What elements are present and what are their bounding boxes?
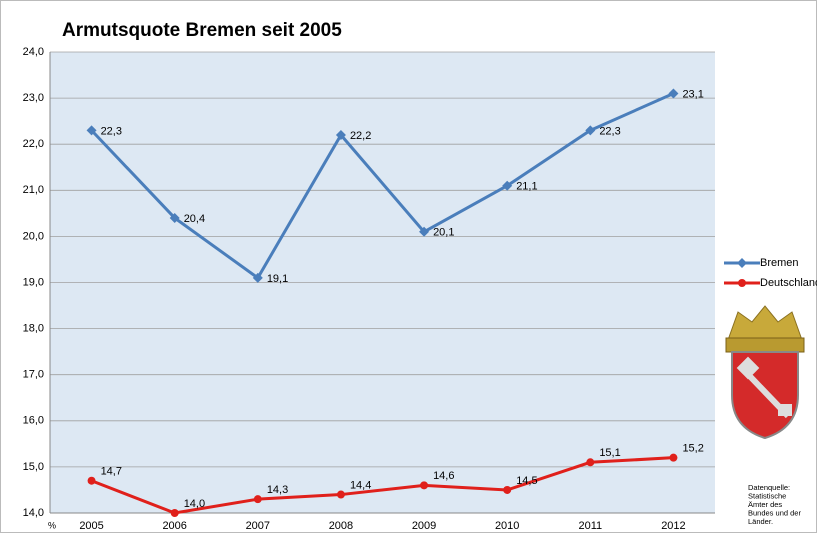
x-tick-label: 2006 [162, 520, 186, 532]
y-tick-label: 19,0 [23, 276, 44, 288]
marker [252, 272, 263, 283]
data-label: 22,3 [599, 125, 620, 137]
data-label: 23,1 [682, 88, 703, 100]
data-label: 15,1 [599, 447, 620, 459]
y-tick-label: 15,0 [23, 461, 44, 473]
data-label: 14,3 [267, 484, 288, 496]
x-tick-label: 2010 [495, 520, 519, 532]
data-label: 14,7 [101, 466, 122, 478]
data-label: 19,1 [267, 273, 288, 285]
y-tick-label: 14,0 [23, 507, 44, 519]
y-tick-label: 21,0 [23, 184, 44, 196]
data-label: 22,2 [350, 130, 371, 142]
marker [420, 481, 429, 490]
y-tick-label: 24,0 [23, 46, 44, 58]
marker [503, 485, 512, 494]
marker [170, 509, 179, 517]
marker [738, 279, 746, 287]
marker [87, 476, 96, 485]
y-tick-label: 22,0 [23, 138, 44, 150]
x-tick-label: 2007 [246, 520, 270, 532]
data-label: 20,4 [184, 213, 205, 225]
marker [502, 180, 513, 191]
marker [668, 88, 679, 99]
x-tick-label: 2005 [79, 520, 103, 532]
y-tick-label: 23,0 [23, 92, 44, 104]
x-tick-label: 2012 [661, 520, 685, 532]
marker [335, 129, 346, 140]
source-note: Datenquelle: [748, 483, 790, 492]
data-label: 15,2 [682, 443, 703, 455]
data-label: 20,1 [433, 227, 454, 239]
series-line [91, 456, 674, 515]
marker [419, 226, 430, 237]
y-tick-label: 16,0 [23, 415, 44, 427]
legend-label: Bremen [760, 257, 799, 269]
data-label: 21,1 [516, 181, 537, 193]
coat-of-arms [725, 305, 805, 440]
source-note: Ämter des [748, 500, 782, 509]
chart-title: Armutsquote Bremen seit 2005 [62, 20, 342, 41]
x-tick-label: 2009 [412, 520, 436, 532]
data-label: 14,0 [184, 498, 205, 510]
data-label: 14,6 [433, 470, 454, 482]
x-tick-label: 2011 [578, 520, 602, 532]
data-label: 14,5 [516, 475, 537, 487]
source-note: Länder. [748, 517, 773, 526]
x-tick-label: 2008 [329, 520, 353, 532]
marker [669, 453, 678, 462]
series-line [90, 92, 675, 281]
marker [336, 490, 345, 499]
source-note: Bundes und der [748, 508, 801, 517]
source-note: Statistische [748, 491, 786, 500]
marker [586, 458, 595, 467]
marker [585, 125, 596, 136]
y-tick-label: 18,0 [23, 323, 44, 335]
marker [86, 125, 97, 136]
y-tick-label: 17,0 [23, 369, 44, 381]
y-tick-label: 20,0 [23, 230, 44, 242]
legend-label: Deutschland [760, 277, 817, 289]
marker [253, 495, 262, 504]
data-label: 22,3 [101, 125, 122, 137]
marker [737, 258, 747, 268]
data-label: 14,4 [350, 479, 371, 491]
marker [169, 212, 180, 223]
y-unit: % [48, 520, 56, 530]
